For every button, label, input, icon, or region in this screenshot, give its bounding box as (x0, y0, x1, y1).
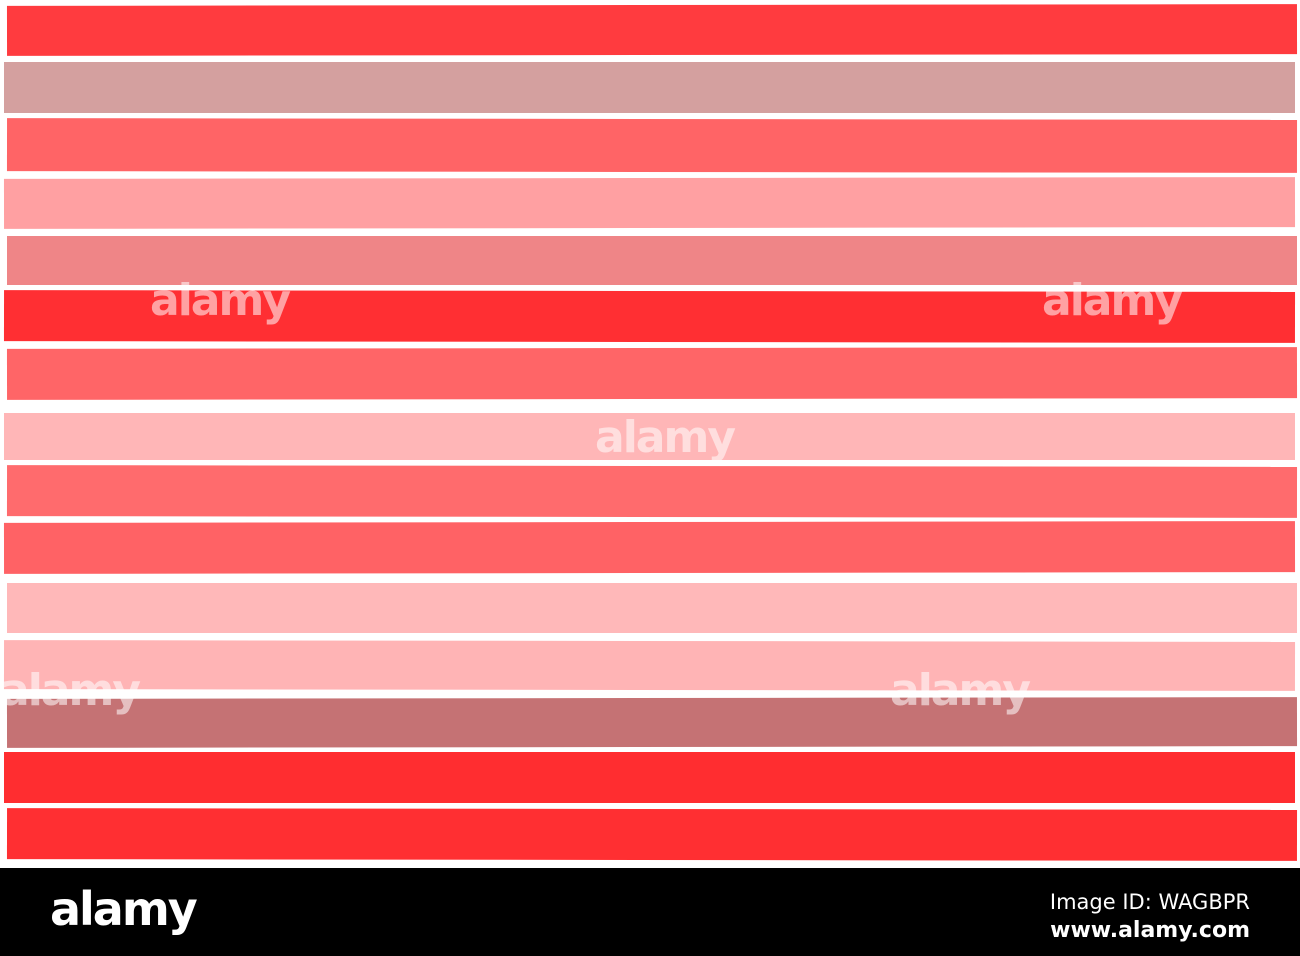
alamy-logo: alamy (50, 882, 198, 936)
stripe (4, 62, 1295, 113)
watermark: alamy (890, 665, 1031, 716)
stripe (6, 118, 1298, 173)
stripe (6, 347, 1298, 400)
stripe (7, 583, 1297, 633)
watermark: alamy (0, 665, 141, 716)
image-id: Image ID: WAGBPR (1049, 890, 1250, 914)
stripe (3, 177, 1296, 229)
footer-bar: alamy Image ID: WAGBPR www.alamy.com (0, 868, 1300, 956)
stripe (3, 521, 1296, 574)
stripe (4, 752, 1295, 803)
watermark: alamy (150, 275, 291, 326)
watermark: alamy (1042, 275, 1183, 326)
stripe (6, 697, 1298, 748)
stripe (7, 236, 1297, 285)
stripe (6, 4, 1298, 56)
website-link: www.alamy.com (1050, 918, 1250, 943)
stripe (3, 640, 1296, 691)
stripe (4, 413, 1295, 460)
watermark: alamy (595, 412, 736, 463)
stripe (6, 465, 1298, 518)
stripe (6, 808, 1298, 861)
stripes-illustration (3, 4, 1298, 861)
